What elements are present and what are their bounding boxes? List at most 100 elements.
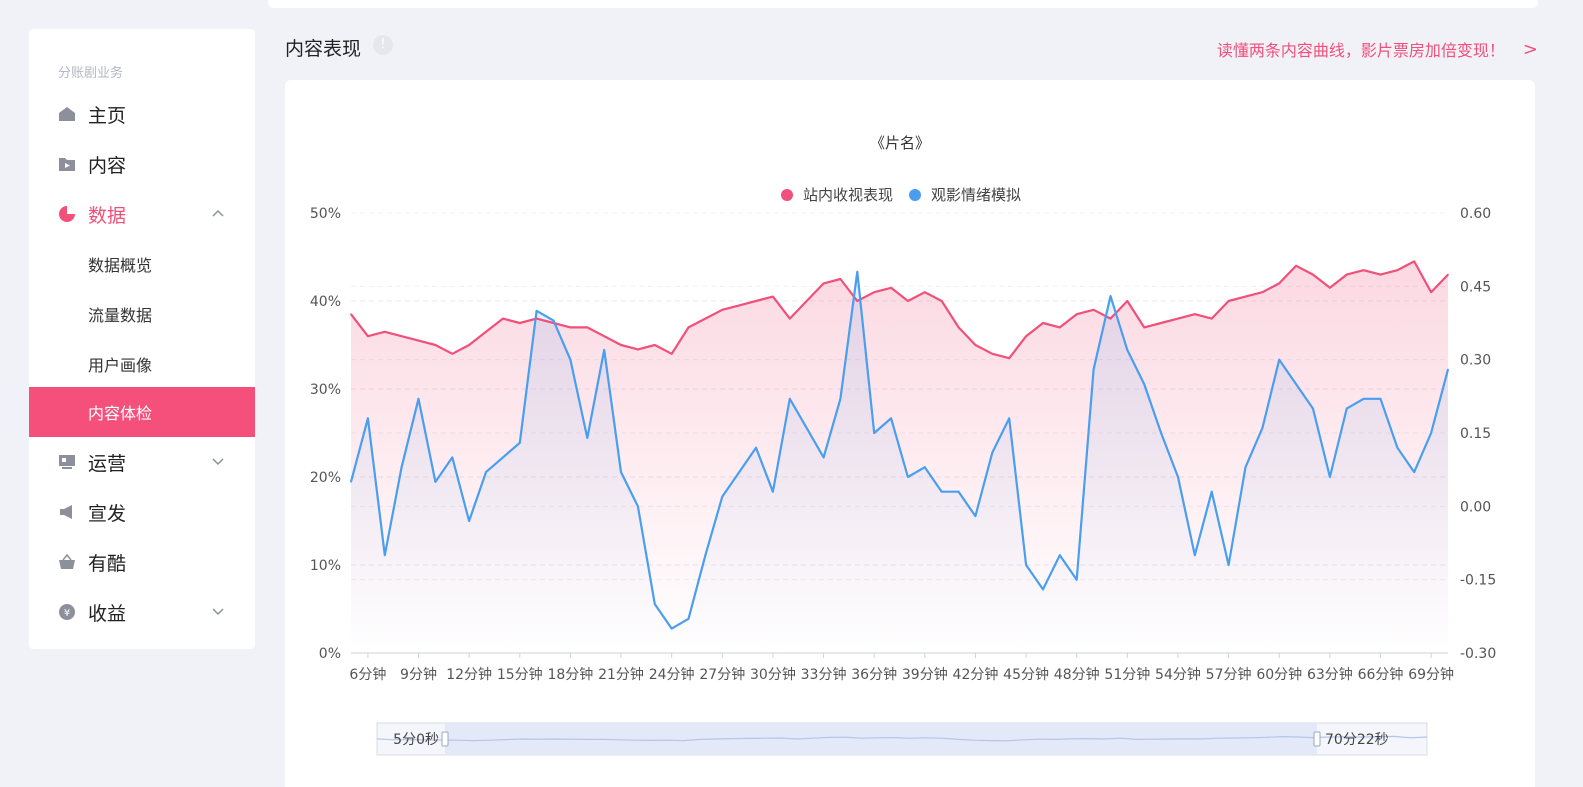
sidebar-item-label: 运营 <box>88 452 127 475</box>
series-area-emotion <box>351 271 1448 653</box>
x-tick-label: 42分钟 <box>953 666 999 683</box>
zoom-slider[interactable]: 5分0秒 70分22秒 <box>376 722 1428 756</box>
data-point-emotion <box>350 481 352 483</box>
data-point-emotion <box>1194 554 1196 557</box>
data-point-viewing <box>1447 273 1449 276</box>
y-left-tick-label: 50% <box>310 206 341 222</box>
x-tick-label: 60分钟 <box>1256 666 1302 683</box>
data-point-emotion <box>1075 578 1078 581</box>
data-point-emotion <box>1244 466 1247 469</box>
data-point-viewing <box>940 300 943 302</box>
data-point-viewing <box>1109 317 1112 320</box>
data-point-viewing <box>1194 313 1196 315</box>
data-point-emotion <box>1160 432 1162 434</box>
data-point-emotion <box>502 456 504 459</box>
y-right-tick-label: -0.30 <box>1460 646 1496 662</box>
data-point-emotion <box>704 554 707 557</box>
data-point-viewing <box>434 344 437 346</box>
sidebar-item-home[interactable]: 主页 <box>29 89 255 139</box>
data-point-emotion <box>1413 471 1416 473</box>
x-tick-label: 9分钟 <box>400 666 437 683</box>
sidebar-item-promotion[interactable]: 宣发 <box>29 487 255 537</box>
y-right-tick-label: 0.15 <box>1460 426 1491 442</box>
data-point-viewing <box>1075 313 1078 315</box>
data-point-emotion <box>957 490 960 493</box>
data-point-emotion <box>468 520 470 522</box>
data-point-viewing <box>1126 300 1129 302</box>
pie-chart-icon <box>58 205 76 223</box>
x-tick-label: 66分钟 <box>1358 666 1404 683</box>
x-tick-label: 15分钟 <box>497 666 543 683</box>
data-point-viewing <box>620 344 622 346</box>
folder-play-icon <box>58 155 76 173</box>
data-point-viewing <box>400 335 403 337</box>
zoom-handle-left[interactable] <box>441 731 449 747</box>
data-point-viewing <box>839 278 842 280</box>
legend-label-viewing: 站内收视表现 <box>803 186 893 204</box>
sidebar-subitem-traffic-data[interactable]: 流量数据 <box>88 306 153 325</box>
data-point-viewing <box>1312 273 1314 276</box>
sidebar: 分账剧业务 主页 内容 数据 数据概览 流量数据 用户画像 内容体检 运营 宣发 <box>29 29 255 649</box>
x-tick-label: 24分钟 <box>649 666 695 683</box>
top-card-edge <box>268 0 1538 8</box>
data-point-viewing <box>1177 317 1179 320</box>
data-point-emotion <box>569 358 572 361</box>
y-right-tick-label: 0.00 <box>1460 499 1491 515</box>
data-point-emotion <box>856 270 859 273</box>
data-point-viewing <box>603 335 605 337</box>
x-tick-label: 27分钟 <box>699 666 745 683</box>
data-point-emotion <box>1278 358 1281 361</box>
promo-link[interactable]: 读懂两条内容曲线，影片票房加倍变现！ > <box>1217 37 1538 61</box>
y-left-tick-label: 0% <box>319 646 341 662</box>
data-point-viewing <box>1278 282 1281 285</box>
data-point-viewing <box>1210 317 1213 320</box>
data-point-emotion <box>400 466 403 469</box>
sidebar-item-label: 内容 <box>88 154 127 177</box>
data-point-viewing <box>789 317 791 320</box>
sidebar-item-content[interactable]: 内容 <box>29 139 255 189</box>
data-point-viewing <box>822 282 825 285</box>
data-point-emotion <box>1447 368 1449 371</box>
data-point-viewing <box>485 331 487 333</box>
sidebar-subitem-user-profile[interactable]: 用户画像 <box>88 356 153 375</box>
data-point-viewing <box>721 309 724 311</box>
sidebar-subitem-data-overview[interactable]: 数据概览 <box>88 256 153 275</box>
data-point-emotion <box>1227 564 1230 566</box>
x-tick-label: 51分钟 <box>1104 666 1150 683</box>
zoom-handle-right[interactable] <box>1313 731 1321 747</box>
data-point-viewing <box>738 304 740 307</box>
data-point-emotion <box>890 417 892 420</box>
y-left-tick-label: 30% <box>310 382 341 398</box>
sidebar-item-data[interactable]: 数据 <box>29 189 255 239</box>
data-point-emotion <box>1109 295 1112 297</box>
x-tick-label: 30分钟 <box>750 666 796 683</box>
y-right-tick-label: 0.45 <box>1460 279 1491 295</box>
sidebar-section-title: 分账剧业务 <box>58 66 124 81</box>
legend-marker-viewing <box>781 189 793 201</box>
sidebar-item-revenue[interactable]: ¥ 收益 <box>29 587 255 637</box>
x-tick-label: 6分钟 <box>349 666 386 683</box>
content-chart: 《片名》站内收视表现 观影情绪模拟 0% 10% 20% 30% 40% 50% -0.30 -0… <box>310 134 1496 756</box>
data-point-emotion <box>653 603 656 605</box>
sidebar-item-operations[interactable]: 运营 <box>29 437 255 487</box>
chevron-down-icon <box>212 458 224 466</box>
data-point-viewing <box>704 317 707 320</box>
data-point-viewing <box>1329 287 1331 289</box>
y-right-tick-label: 0.60 <box>1460 206 1491 222</box>
data-point-viewing <box>451 353 454 355</box>
data-point-viewing <box>670 353 673 355</box>
data-point-emotion <box>1025 564 1027 566</box>
data-point-emotion <box>1059 554 1061 557</box>
data-point-viewing <box>1430 291 1432 293</box>
data-point-emotion <box>974 515 977 517</box>
data-point-emotion <box>839 397 842 400</box>
data-point-emotion <box>805 427 808 429</box>
data-point-viewing <box>890 287 892 289</box>
info-icon[interactable]: ! <box>373 35 393 55</box>
data-point-emotion <box>586 437 589 439</box>
sidebar-item-youku[interactable]: 有酷 <box>29 537 255 587</box>
page-title: 内容表现 <box>285 38 362 60</box>
data-point-emotion <box>924 466 926 469</box>
data-point-viewing <box>1379 273 1382 276</box>
sidebar-subitem-content-check[interactable]: 内容体检 <box>29 387 255 437</box>
